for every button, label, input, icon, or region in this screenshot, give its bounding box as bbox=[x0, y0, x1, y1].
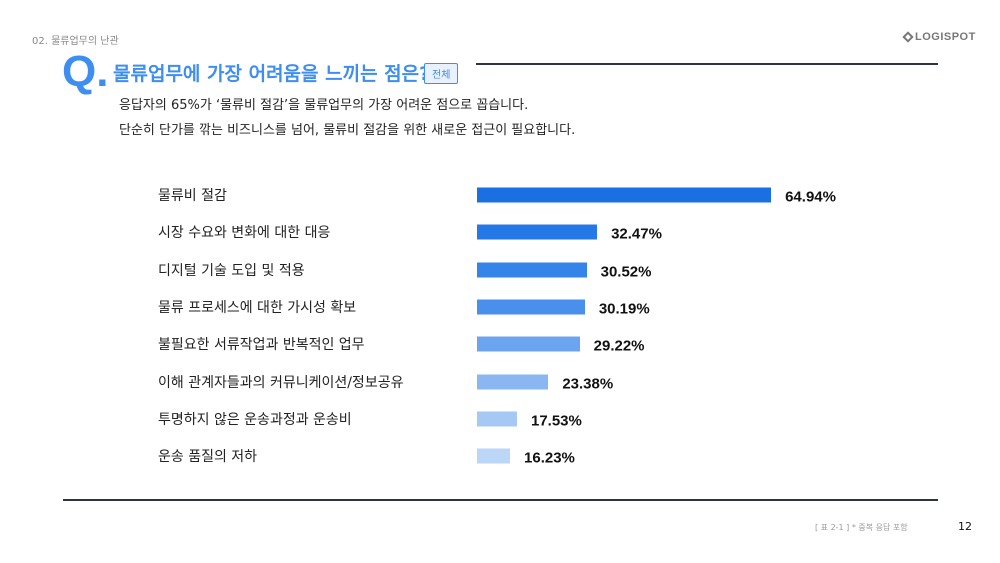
bottom-divider bbox=[63, 499, 938, 501]
summary-line-2: 단순히 단가를 깎는 비즈니스를 넘어, 물류비 절감을 위한 새로운 접근이 … bbox=[119, 123, 576, 138]
bar bbox=[477, 336, 580, 352]
value-label: 30.52% bbox=[600, 263, 652, 281]
question-title: 물류업무에 가장 어려움을 느끼는 점은? bbox=[113, 63, 431, 85]
value-label: 30.19% bbox=[598, 300, 650, 318]
bar bbox=[477, 411, 517, 427]
category-label: 물류 프로세스에 대한 가시성 확보 bbox=[158, 299, 357, 316]
category-label: 물류비 절감 bbox=[158, 188, 227, 204]
bar bbox=[477, 448, 511, 464]
value-label: 64.94% bbox=[785, 188, 836, 206]
logo-diamond-icon bbox=[902, 31, 914, 43]
page-number: 12 bbox=[958, 520, 972, 533]
category-label: 시장 수요와 변화에 대한 대응 bbox=[158, 225, 331, 242]
category-label: 투명하지 않은 운송과정과 운송비 bbox=[158, 411, 352, 428]
bar bbox=[477, 262, 587, 278]
category-label: 운송 품질의 저하 bbox=[158, 449, 258, 466]
top-divider bbox=[476, 63, 938, 65]
value-label: 29.22% bbox=[593, 337, 645, 355]
category-label: 이해 관계자들과의 커뮤니케이션/정보공유 bbox=[158, 374, 404, 391]
section-title: 02. 물류업무의 난관 bbox=[32, 36, 119, 47]
summary-line-1: 응답자의 65%가 ‘물류비 절감’을 물류업무의 가장 어려운 점으로 꼽습니… bbox=[119, 98, 529, 113]
logispot-logo: LOGISPOT bbox=[902, 31, 976, 43]
question-mark: Q. bbox=[62, 47, 109, 96]
bar bbox=[477, 374, 549, 389]
bar bbox=[477, 299, 585, 315]
value-label: 16.23% bbox=[524, 449, 575, 467]
category-label: 디지털 기술 도입 및 적용 bbox=[158, 262, 305, 279]
category-label: 불필요한 서류작업과 반복적인 업무 bbox=[158, 337, 365, 354]
value-label: 23.38% bbox=[562, 375, 614, 392]
value-label: 32.47% bbox=[611, 225, 662, 243]
bar bbox=[477, 187, 772, 203]
value-label: 17.53% bbox=[530, 412, 582, 430]
scope-badge: 전체 bbox=[424, 63, 459, 84]
logo-text: LOGISPOT bbox=[915, 31, 976, 43]
table-note: [ 표 2-1 ] * 중복 응답 포함 bbox=[815, 523, 908, 532]
bar bbox=[477, 224, 598, 240]
